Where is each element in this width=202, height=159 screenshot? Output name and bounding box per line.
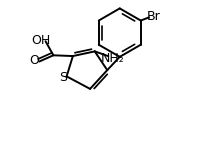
Text: OH: OH <box>32 34 51 47</box>
Text: Br: Br <box>147 10 161 23</box>
Text: S: S <box>59 71 67 84</box>
Text: O: O <box>29 54 39 67</box>
Text: NH₂: NH₂ <box>101 52 125 65</box>
